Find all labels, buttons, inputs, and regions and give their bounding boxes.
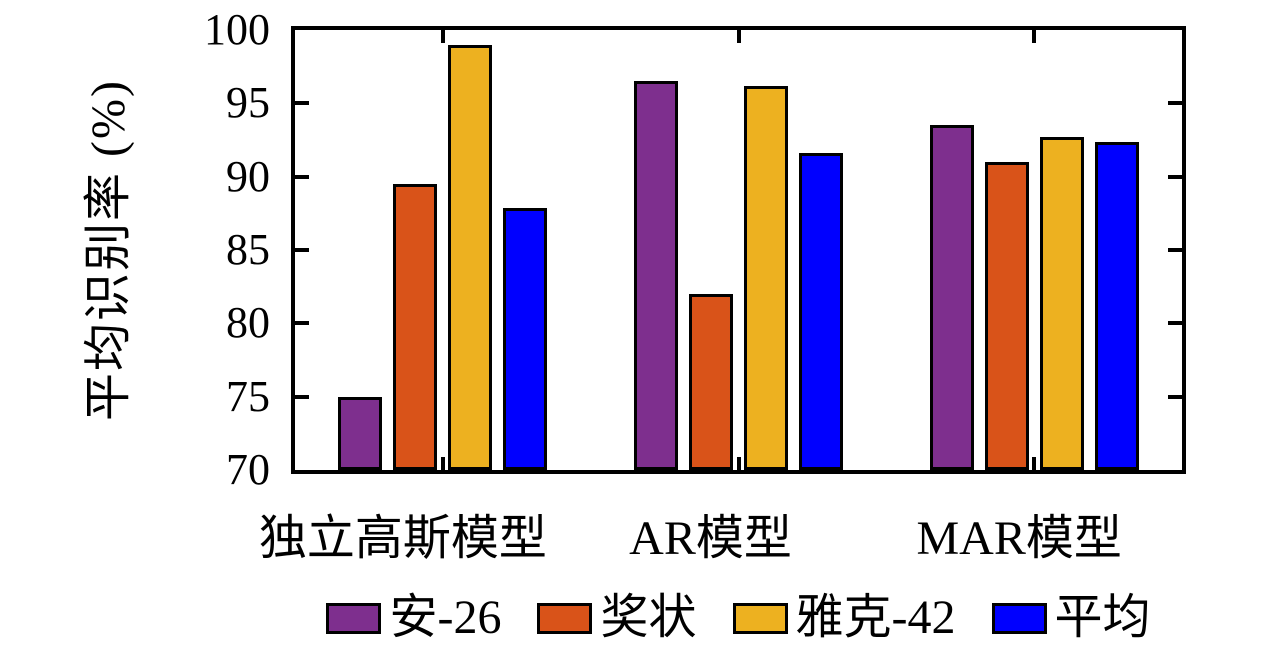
y-tick-left-75 (295, 394, 309, 399)
legend-label-an26: 安-26 (389, 591, 502, 644)
legend-label-yake42: 雅克-42 (795, 591, 956, 644)
legend-label-jiangzhuang: 奖状 (600, 591, 697, 644)
y-tick-right-80 (1168, 321, 1182, 326)
legend: 安-26 奖状 雅克-42 平均 (295, 586, 1182, 650)
bar-平均-AR模型 (799, 153, 843, 470)
bar-平均-独立高斯模型 (503, 207, 548, 470)
bar-奖状-MAR模型 (984, 162, 1029, 470)
bar-安-26-独立高斯模型 (338, 396, 383, 470)
x-tick-bottom-独立高斯模型 (440, 457, 445, 470)
bar-安-26-AR模型 (634, 81, 678, 470)
x-tick-top-MAR模型 (1032, 30, 1037, 43)
x-tick-bottom-MAR模型 (1032, 457, 1037, 470)
legend-item-an26: 安-26 (326, 588, 501, 648)
bar-雅克-42-MAR模型 (1039, 137, 1084, 470)
y-tick-left-85 (295, 248, 309, 252)
bar-奖状-独立高斯模型 (393, 184, 438, 470)
x-category-label-3: MAR模型 (916, 512, 1122, 565)
x-tick-top-独立高斯模型 (440, 30, 445, 43)
legend-swatch-pingjun (991, 602, 1047, 634)
y-tick-left-80 (295, 321, 309, 326)
x-category-label-2: AR模型 (629, 512, 792, 565)
y-tick-right-85 (1168, 248, 1182, 252)
y-tick-label-75: 75 (226, 371, 270, 421)
y-tick-label-80: 80 (226, 298, 270, 348)
y-tick-label-70: 70 (226, 445, 270, 494)
y-tick-right-95 (1168, 101, 1182, 106)
y-tick-left-95 (295, 101, 309, 106)
x-category-label-1: 独立高斯模型 (258, 512, 547, 565)
y-tick-label-90: 90 (226, 151, 270, 201)
legend-item-jiangzhuang: 奖状 (537, 588, 697, 648)
y-tick-label-95: 95 (226, 78, 270, 128)
bar-奖状-AR模型 (689, 294, 733, 470)
legend-item-pingjun: 平均 (991, 588, 1151, 648)
legend-swatch-an26 (326, 602, 382, 634)
plot-area (291, 26, 1186, 474)
y-tick-label-85: 85 (226, 225, 270, 274)
x-tick-bottom-AR模型 (736, 457, 741, 470)
y-tick-right-90 (1168, 174, 1182, 179)
legend-swatch-jiangzhuang (537, 602, 593, 634)
legend-swatch-yake42 (732, 602, 788, 634)
y-tick-left-90 (295, 174, 309, 179)
bar-雅克-42-AR模型 (744, 85, 788, 470)
bar-雅克-42-独立高斯模型 (448, 44, 493, 470)
bar-平均-MAR模型 (1094, 141, 1139, 470)
y-tick-label-100: 100 (204, 5, 270, 54)
x-tick-top-AR模型 (736, 30, 741, 43)
legend-label-pingjun: 平均 (1054, 591, 1151, 644)
y-tick-right-75 (1168, 394, 1182, 399)
bar-安-26-MAR模型 (929, 125, 974, 470)
legend-item-yake42: 雅克-42 (732, 588, 956, 648)
plot-inner (295, 30, 1182, 470)
